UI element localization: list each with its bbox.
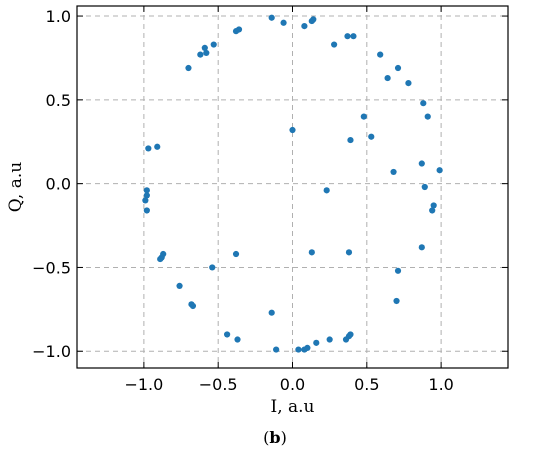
- y-tick-label: 0.5: [46, 91, 71, 110]
- data-point: [421, 183, 428, 191]
- y-tick-label: −0.5: [32, 258, 71, 277]
- data-point: [143, 192, 150, 199]
- data-point: [418, 160, 425, 167]
- data-point: [308, 249, 315, 256]
- data-point: [347, 331, 354, 338]
- data-points: [142, 14, 443, 353]
- data-point: [154, 143, 161, 150]
- data-point: [301, 23, 308, 30]
- data-point: [189, 302, 197, 310]
- data-point: [268, 309, 275, 316]
- data-point: [232, 250, 240, 258]
- data-point: [393, 297, 400, 305]
- data-point: [323, 187, 330, 194]
- data-point: [420, 100, 427, 107]
- data-point: [344, 33, 351, 40]
- y-axis-label: Q, a.u: [6, 162, 26, 212]
- data-point: [418, 244, 425, 251]
- data-point: [210, 41, 217, 48]
- data-point: [377, 51, 384, 58]
- data-point: [157, 255, 164, 263]
- data-point: [345, 249, 353, 256]
- data-point: [268, 14, 275, 21]
- data-point: [394, 64, 402, 72]
- data-point: [360, 113, 367, 120]
- y-tick-label: −1.0: [32, 342, 71, 361]
- data-point: [235, 26, 243, 33]
- data-point: [429, 207, 436, 214]
- figure-caption: (b): [0, 428, 550, 447]
- data-point: [368, 133, 375, 140]
- y-tick-label: 0.0: [46, 175, 71, 194]
- x-tick-label: 0.5: [354, 375, 379, 394]
- data-point: [209, 264, 216, 271]
- data-point: [176, 282, 183, 289]
- data-point: [203, 49, 210, 57]
- data-point: [280, 19, 287, 26]
- data-point: [289, 126, 296, 134]
- data-point: [394, 267, 402, 274]
- data-point: [145, 145, 152, 152]
- data-point: [310, 16, 317, 23]
- data-point: [430, 202, 437, 209]
- data-point: [331, 41, 338, 48]
- x-tick-label: 0.0: [280, 375, 305, 394]
- data-point: [295, 346, 302, 353]
- x-tick-label: −1.0: [124, 375, 163, 394]
- x-tick-label: 1.0: [428, 375, 453, 394]
- data-point: [326, 336, 333, 343]
- data-point: [436, 167, 443, 174]
- caption-letter: b: [269, 428, 281, 447]
- caption-open-paren: (: [263, 428, 270, 447]
- data-point: [313, 339, 320, 346]
- data-point: [142, 197, 149, 204]
- data-point: [350, 33, 357, 40]
- data-point: [273, 346, 280, 353]
- caption-close-paren: ): [280, 428, 287, 447]
- y-tick-label: 1.0: [46, 7, 71, 26]
- data-point: [347, 136, 354, 144]
- data-point: [143, 207, 150, 214]
- data-point: [185, 64, 192, 72]
- data-point: [224, 331, 231, 338]
- data-point: [201, 44, 208, 51]
- data-point: [424, 113, 431, 120]
- data-point: [384, 74, 391, 82]
- data-point: [143, 187, 150, 194]
- x-axis-label: I, a.u: [270, 397, 314, 417]
- x-tick-label: −0.5: [199, 375, 238, 394]
- data-point: [304, 344, 311, 351]
- grid: [77, 6, 508, 368]
- data-point: [197, 51, 204, 58]
- data-point: [234, 336, 241, 343]
- data-point: [405, 79, 412, 87]
- ticks: −1.0 −0.5 0.0 0.5 1.0 −1.0 −0.5 0.0 0.5 1.0: [32, 6, 508, 394]
- data-point: [390, 168, 397, 176]
